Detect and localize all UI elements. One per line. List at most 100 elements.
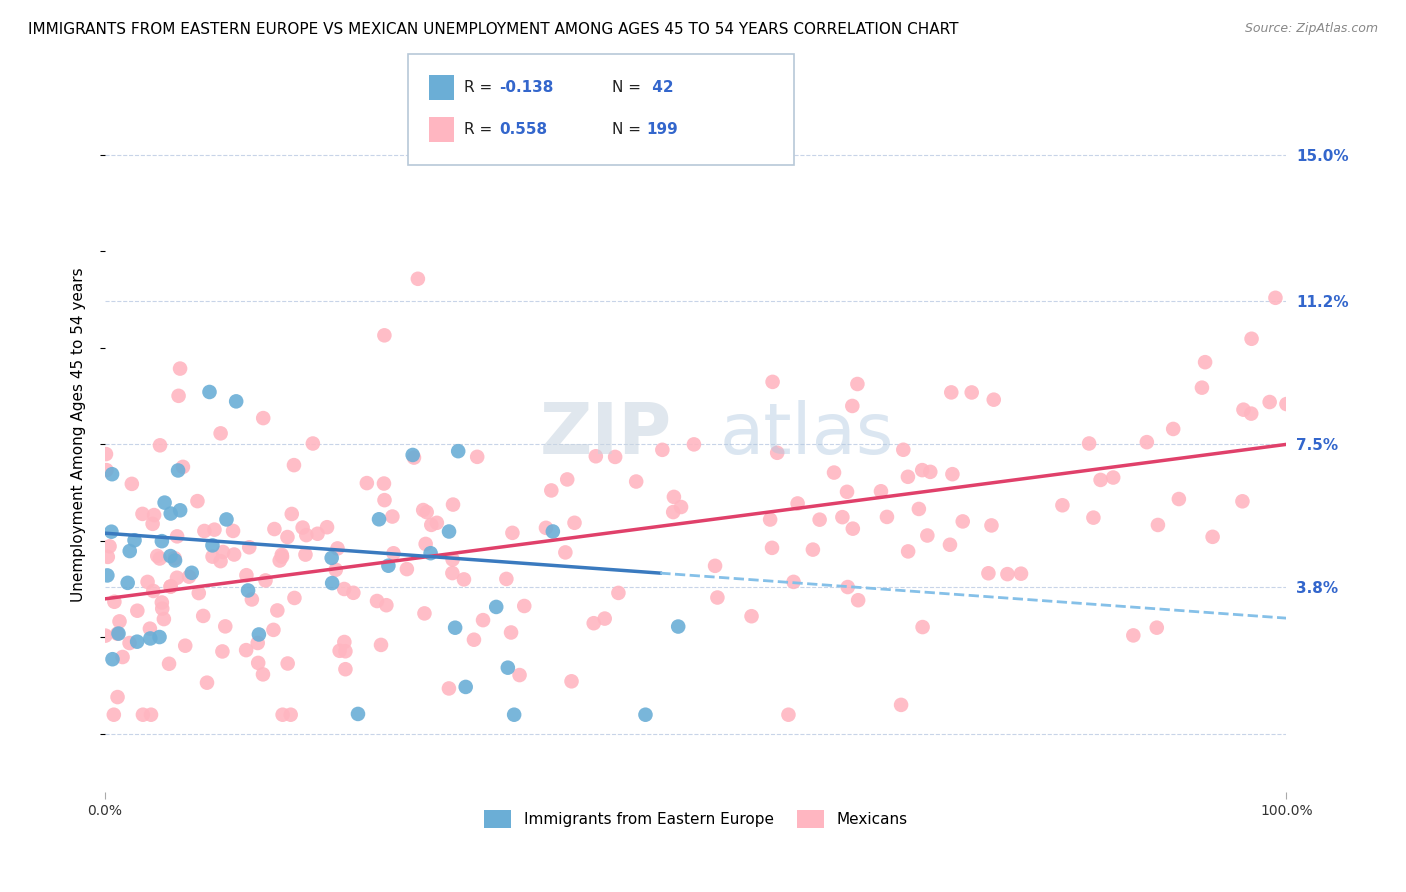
Point [444,621,467,635]
Point [118,544,141,558]
Point [534,521,557,535]
Point [335,644,357,658]
Point [157,657,180,671]
Point [908,502,931,516]
Point [166,571,188,585]
Point [413,607,436,621]
Point [980,518,1002,533]
Point [463,632,485,647]
Point [142,516,165,531]
Text: -0.138: -0.138 [499,80,554,95]
Point [254,574,277,588]
Point [509,668,531,682]
Point [368,512,391,526]
Point [939,538,962,552]
Point [582,616,605,631]
Point [146,549,169,563]
Point [163,551,186,566]
Point [585,450,607,464]
Point [1194,355,1216,369]
Point [1136,435,1159,450]
Point [651,442,673,457]
Point [150,601,173,615]
Point [1201,530,1223,544]
Point [706,591,728,605]
Point [1167,491,1189,506]
Point [683,437,706,451]
Point [139,622,162,636]
Point [209,426,232,441]
Point [662,490,685,504]
Point [831,510,853,524]
Point [373,493,395,508]
Point [560,674,582,689]
Point [541,524,564,539]
Point [426,516,449,530]
Text: Source: ZipAtlas.com: Source: ZipAtlas.com [1244,22,1378,36]
Point [419,546,441,560]
Point [150,534,173,549]
Point [501,525,523,540]
Point [101,652,124,666]
Point [1191,381,1213,395]
Point [381,509,404,524]
Point [846,593,869,607]
Point [94,447,117,461]
Point [335,662,357,676]
Point [342,586,364,600]
Point [127,604,149,618]
Point [224,548,246,562]
Point [127,634,149,648]
Point [214,619,236,633]
Point [276,530,298,544]
Point [333,582,356,596]
Point [111,650,134,665]
Point [1102,470,1125,484]
Point [321,576,343,591]
Point [186,494,208,508]
Point [247,656,270,670]
Point [291,520,314,534]
Point [441,552,464,566]
Point [225,394,247,409]
Point [270,548,292,562]
Point [441,498,464,512]
Point [406,272,429,286]
Point [453,573,475,587]
Point [166,529,188,543]
Legend: Immigrants from Eastern Europe, Mexicans: Immigrants from Eastern Europe, Mexicans [478,804,914,834]
Point [240,592,263,607]
Point [1010,566,1032,581]
Point [593,611,616,625]
Point [437,681,460,696]
Point [704,558,727,573]
Point [307,526,329,541]
Point [211,644,233,658]
Point [842,522,865,536]
Point [118,636,141,650]
Point [136,574,159,589]
Point [204,523,226,537]
Point [1161,422,1184,436]
Point [415,505,437,519]
Point [441,566,464,580]
Point [977,566,1000,581]
Point [920,465,942,479]
Point [1147,518,1170,533]
Point [415,537,437,551]
Point [329,644,352,658]
Point [823,466,845,480]
Point [108,615,131,629]
Point [465,450,488,464]
Point [495,572,517,586]
Point [366,594,388,608]
Point [212,545,235,559]
Point [103,595,125,609]
Point [101,467,124,482]
Point [1078,436,1101,450]
Point [485,599,508,614]
Point [1090,473,1112,487]
Point [235,568,257,582]
Point [759,512,782,526]
Point [97,549,120,564]
